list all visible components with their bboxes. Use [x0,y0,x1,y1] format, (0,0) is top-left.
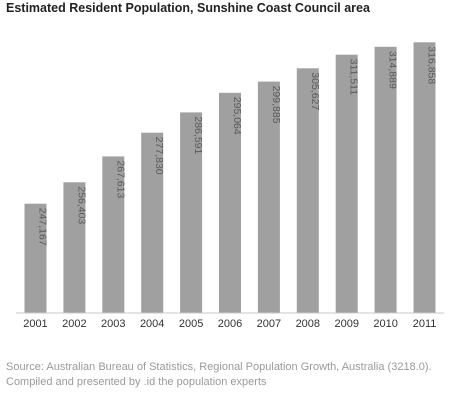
bar-value-label-2004: 277,830 [153,137,165,175]
x-tick-label-2008: 2008 [296,318,320,330]
bar-2005 [180,112,203,314]
bar-2010 [374,46,397,314]
bar-value-label-2005: 286,591 [192,116,204,154]
bar-value-label-2001: 247,167 [36,208,48,246]
bar-value-label-2006: 295,064 [231,97,243,135]
bar-2008 [296,68,319,313]
x-tick-label-2002: 2002 [62,318,86,330]
x-tick-label-2006: 2006 [218,318,242,330]
x-tick-label-2004: 2004 [140,318,164,330]
x-tick-label-2011: 2011 [413,318,437,330]
bar-chart: 247,167 256,403 267,613 277,830 286,591 295,0… [16,42,444,330]
bar-value-label-2002: 256,403 [75,186,87,224]
chart-title: Estimated Resident Population, Sunshine … [6,1,370,15]
x-tick-labels: 2001 2002 2003 2004 2005 2006 2007 2008 2009 2010… [23,318,436,330]
bar-2009 [335,54,358,313]
bar-2007 [257,81,280,313]
bar-2001 [24,203,47,313]
x-tick-label-2005: 2005 [179,318,203,330]
x-tick-label-2007: 2007 [257,318,281,330]
bar-value-label-2009: 311,511 [348,59,360,96]
bar-value-label-2008: 305,627 [309,72,321,110]
x-tick-label-2010: 2010 [373,318,397,330]
bar-value-label-2011: 316,858 [426,46,438,84]
bar-value-label-2007: 299,885 [270,86,282,124]
bar-2011 [413,42,436,314]
source-note: Source: Australian Bureau of Statistics,… [6,361,432,388]
bar-2002 [63,182,86,313]
bar-value-label-2010: 314,889 [387,51,399,89]
x-tick-label-2009: 2009 [334,318,358,330]
bar-2006 [219,92,241,313]
bar-2004 [141,132,164,313]
x-tick-label-2003: 2003 [101,318,125,330]
bars-group [24,42,436,314]
bar-value-label-2003: 267,613 [114,160,126,198]
x-tick-label-2001: 2001 [23,318,47,330]
bar-2003 [102,156,125,313]
bar-value-labels: 247,167 256,403 267,613 277,830 286,591 295,0… [36,46,437,246]
